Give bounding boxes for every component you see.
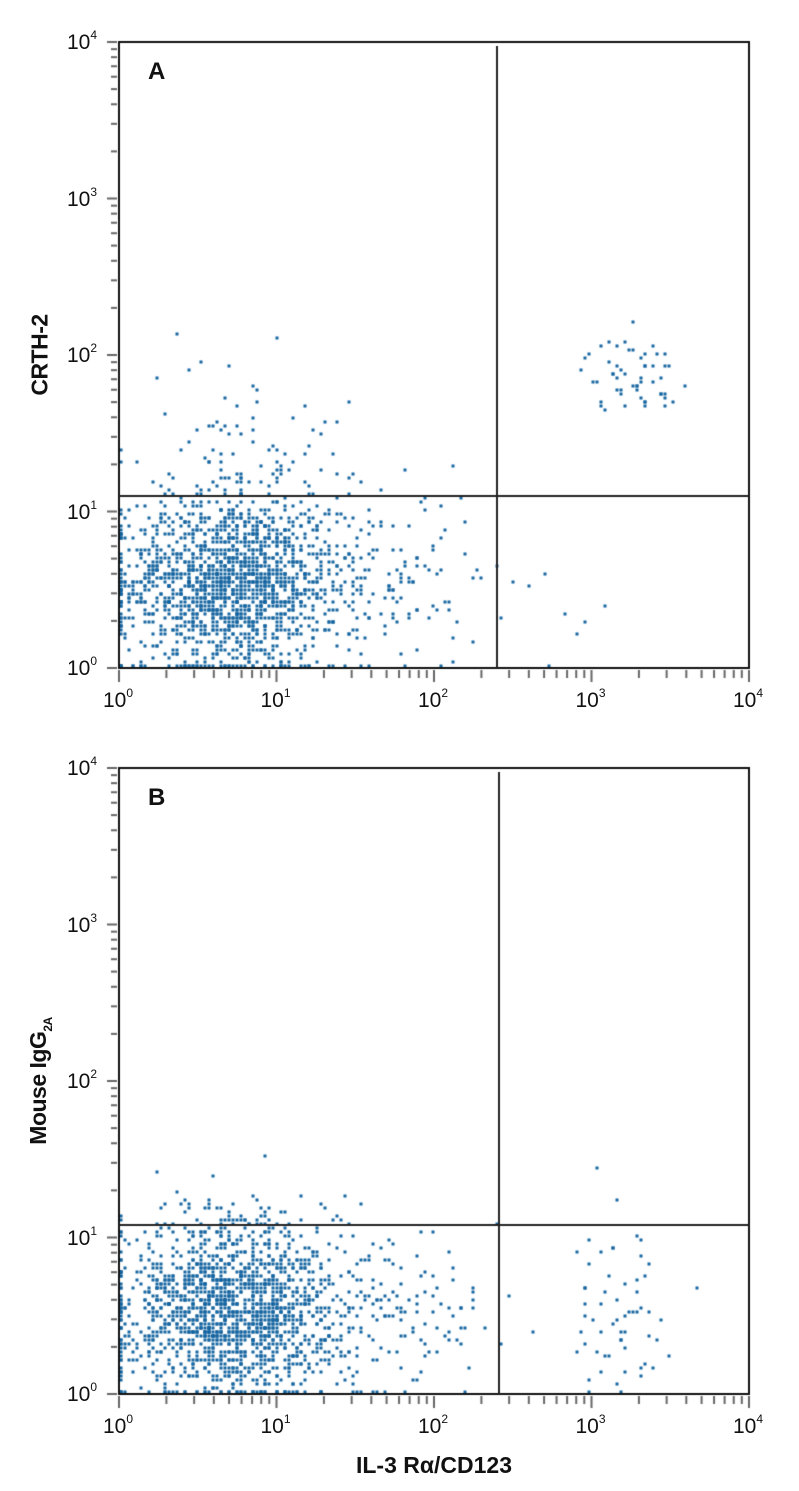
y-tick-label: 103 bbox=[67, 910, 98, 937]
panel-letter-b: B bbox=[148, 784, 166, 811]
x-tick-label: 100 bbox=[103, 1412, 134, 1438]
y-axis-label-a-text: CRTH-2 bbox=[26, 314, 53, 396]
x-tick-label: 101 bbox=[260, 686, 291, 712]
y-tick-label: 104 bbox=[67, 754, 98, 780]
y-axis-label-b-subscript: 2A bbox=[40, 1017, 55, 1032]
y-axis-label-b-text: Mouse IgG bbox=[25, 1031, 52, 1145]
x-tick-label: 104 bbox=[733, 1412, 764, 1438]
plot-area-a bbox=[0, 0, 799, 726]
y-tick-label: 103 bbox=[67, 184, 98, 211]
y-tick-label: 104 bbox=[67, 28, 98, 54]
x-tick-label: 103 bbox=[575, 1412, 606, 1438]
y-axis-label-a: CRTH-2 bbox=[27, 314, 54, 395]
y-tick-label: 102 bbox=[67, 1067, 98, 1093]
y-tick-label: 102 bbox=[67, 341, 98, 367]
x-tick-label: 101 bbox=[260, 1412, 291, 1438]
panel-b: B Mouse IgG2A 100 101 102 103 104 100 101 102 1… bbox=[0, 726, 799, 1452]
x-tick-label: 104 bbox=[733, 686, 764, 712]
panel-letter-a: A bbox=[148, 58, 166, 85]
plot-area-b bbox=[0, 726, 799, 1452]
y-tick-label: 101 bbox=[67, 497, 98, 524]
y-tick-label: 100 bbox=[67, 654, 98, 680]
x-tick-label: 100 bbox=[103, 686, 134, 712]
x-tick-label: 102 bbox=[418, 1412, 449, 1438]
panel-a: A CRTH-2 100 101 102 103 104 100 101 102 103 104 bbox=[0, 0, 799, 726]
x-tick-label: 102 bbox=[418, 686, 449, 712]
y-tick-label: 100 bbox=[67, 1380, 98, 1406]
y-tick-label: 101 bbox=[67, 1223, 98, 1250]
y-axis-label-b: Mouse IgG2A bbox=[25, 1017, 55, 1144]
x-tick-label: 103 bbox=[575, 686, 606, 712]
x-axis-label: IL-3 Rα/CD123 bbox=[355, 1452, 513, 1478]
